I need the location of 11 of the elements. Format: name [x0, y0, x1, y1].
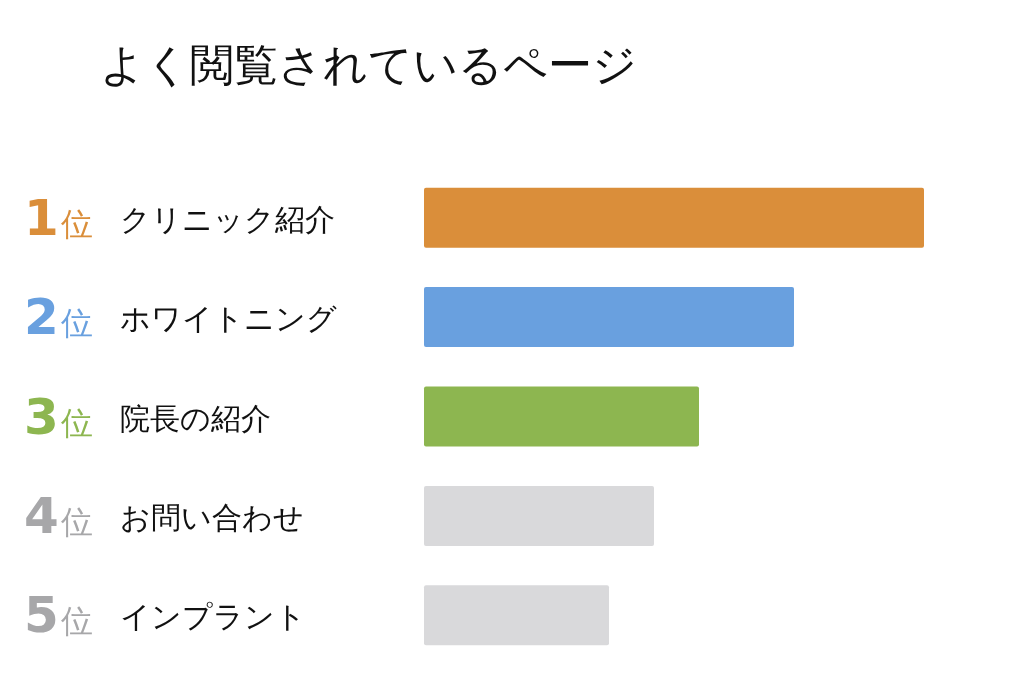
- bar: [424, 585, 609, 646]
- y-tick-label: 3位 院長の紹介: [24, 387, 271, 446]
- y-tick-label: 4位 お問い合わせ: [24, 486, 304, 545]
- y-tick-label: 2位 ホワイトニング: [24, 288, 337, 347]
- bar: [424, 386, 699, 447]
- y-tick-label: 1位 クリニック紹介: [24, 188, 335, 247]
- y-tick-label: 5位 インプラント: [24, 586, 306, 645]
- bar: [424, 287, 794, 348]
- bar: [424, 485, 654, 546]
- bar: [424, 187, 924, 248]
- chart-title: よく閲覧されているページ: [100, 39, 637, 90]
